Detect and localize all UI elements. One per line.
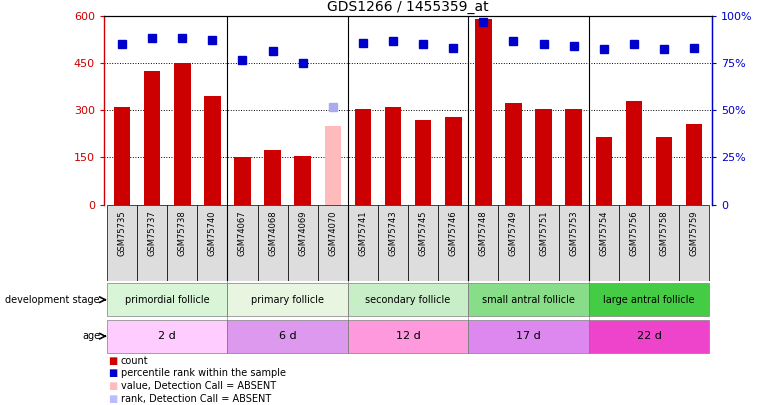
FancyBboxPatch shape <box>318 205 348 281</box>
FancyBboxPatch shape <box>619 205 649 281</box>
Bar <box>114 107 130 205</box>
Text: GSM75753: GSM75753 <box>569 211 578 256</box>
FancyBboxPatch shape <box>559 205 589 281</box>
Text: GSM75740: GSM75740 <box>208 211 217 256</box>
Text: GSM75754: GSM75754 <box>599 211 608 256</box>
Text: GSM74068: GSM74068 <box>268 211 277 256</box>
Text: 22 d: 22 d <box>637 331 661 341</box>
FancyBboxPatch shape <box>589 320 709 352</box>
Bar <box>535 109 552 205</box>
Bar <box>264 149 281 205</box>
Text: 2 d: 2 d <box>159 331 176 341</box>
FancyBboxPatch shape <box>137 205 167 281</box>
Text: value, Detection Call = ABSENT: value, Detection Call = ABSENT <box>121 381 276 391</box>
FancyBboxPatch shape <box>348 320 468 352</box>
Text: GSM75737: GSM75737 <box>148 211 156 256</box>
Bar <box>324 179 341 205</box>
Text: GSM75741: GSM75741 <box>358 211 367 256</box>
FancyBboxPatch shape <box>408 205 438 281</box>
Text: GSM75738: GSM75738 <box>178 211 187 256</box>
Bar <box>294 156 311 205</box>
Text: count: count <box>121 356 149 366</box>
Text: GSM75743: GSM75743 <box>389 211 397 256</box>
FancyBboxPatch shape <box>288 205 318 281</box>
FancyBboxPatch shape <box>167 205 197 281</box>
Text: GSM75745: GSM75745 <box>419 211 427 256</box>
Bar <box>174 63 190 205</box>
Text: ■: ■ <box>108 381 117 391</box>
Title: GDS1266 / 1455359_at: GDS1266 / 1455359_at <box>327 0 489 14</box>
Bar <box>144 71 160 205</box>
FancyBboxPatch shape <box>348 205 378 281</box>
Text: GSM74070: GSM74070 <box>328 211 337 256</box>
Text: 6 d: 6 d <box>279 331 296 341</box>
Bar <box>505 102 522 205</box>
Bar <box>595 137 612 205</box>
Text: GSM75759: GSM75759 <box>690 211 698 256</box>
Text: GSM75746: GSM75746 <box>449 211 458 256</box>
Text: secondary follicle: secondary follicle <box>366 295 450 305</box>
FancyBboxPatch shape <box>468 284 589 316</box>
Bar <box>565 109 582 205</box>
Text: GSM75751: GSM75751 <box>539 211 548 256</box>
Text: primary follicle: primary follicle <box>251 295 324 305</box>
Text: 17 d: 17 d <box>516 331 541 341</box>
FancyBboxPatch shape <box>227 320 348 352</box>
FancyBboxPatch shape <box>468 320 589 352</box>
Bar <box>385 107 401 205</box>
Text: GSM75749: GSM75749 <box>509 211 518 256</box>
Text: small antral follicle: small antral follicle <box>482 295 575 305</box>
Bar <box>355 109 371 205</box>
FancyBboxPatch shape <box>348 284 468 316</box>
FancyBboxPatch shape <box>528 205 559 281</box>
Bar <box>475 19 492 205</box>
FancyBboxPatch shape <box>589 205 619 281</box>
Bar <box>445 117 461 205</box>
FancyBboxPatch shape <box>468 205 498 281</box>
Text: rank, Detection Call = ABSENT: rank, Detection Call = ABSENT <box>121 394 271 404</box>
Bar <box>626 101 642 205</box>
Bar <box>415 120 431 205</box>
FancyBboxPatch shape <box>107 205 137 281</box>
FancyBboxPatch shape <box>227 284 348 316</box>
Text: ■: ■ <box>108 356 117 366</box>
FancyBboxPatch shape <box>438 205 468 281</box>
Text: GSM75748: GSM75748 <box>479 211 488 256</box>
Bar <box>324 126 341 205</box>
FancyBboxPatch shape <box>378 205 408 281</box>
Bar <box>656 137 672 205</box>
FancyBboxPatch shape <box>649 205 679 281</box>
Bar <box>686 124 702 205</box>
FancyBboxPatch shape <box>107 284 227 316</box>
Text: GSM75756: GSM75756 <box>629 211 638 256</box>
FancyBboxPatch shape <box>257 205 288 281</box>
Text: age: age <box>82 331 100 341</box>
Text: primordial follicle: primordial follicle <box>125 295 209 305</box>
Bar <box>204 96 221 205</box>
Text: GSM75735: GSM75735 <box>118 211 126 256</box>
Text: percentile rank within the sample: percentile rank within the sample <box>121 369 286 378</box>
Text: large antral follicle: large antral follicle <box>603 295 695 305</box>
FancyBboxPatch shape <box>227 205 257 281</box>
Text: development stage: development stage <box>5 295 100 305</box>
Text: 12 d: 12 d <box>396 331 420 341</box>
Bar <box>234 158 251 205</box>
Text: ■: ■ <box>108 369 117 378</box>
FancyBboxPatch shape <box>498 205 528 281</box>
Text: GSM74069: GSM74069 <box>298 211 307 256</box>
FancyBboxPatch shape <box>679 205 709 281</box>
Text: GSM74067: GSM74067 <box>238 211 247 256</box>
FancyBboxPatch shape <box>589 284 709 316</box>
Text: ■: ■ <box>108 394 117 404</box>
FancyBboxPatch shape <box>107 320 227 352</box>
FancyBboxPatch shape <box>197 205 227 281</box>
Text: GSM75758: GSM75758 <box>660 211 668 256</box>
